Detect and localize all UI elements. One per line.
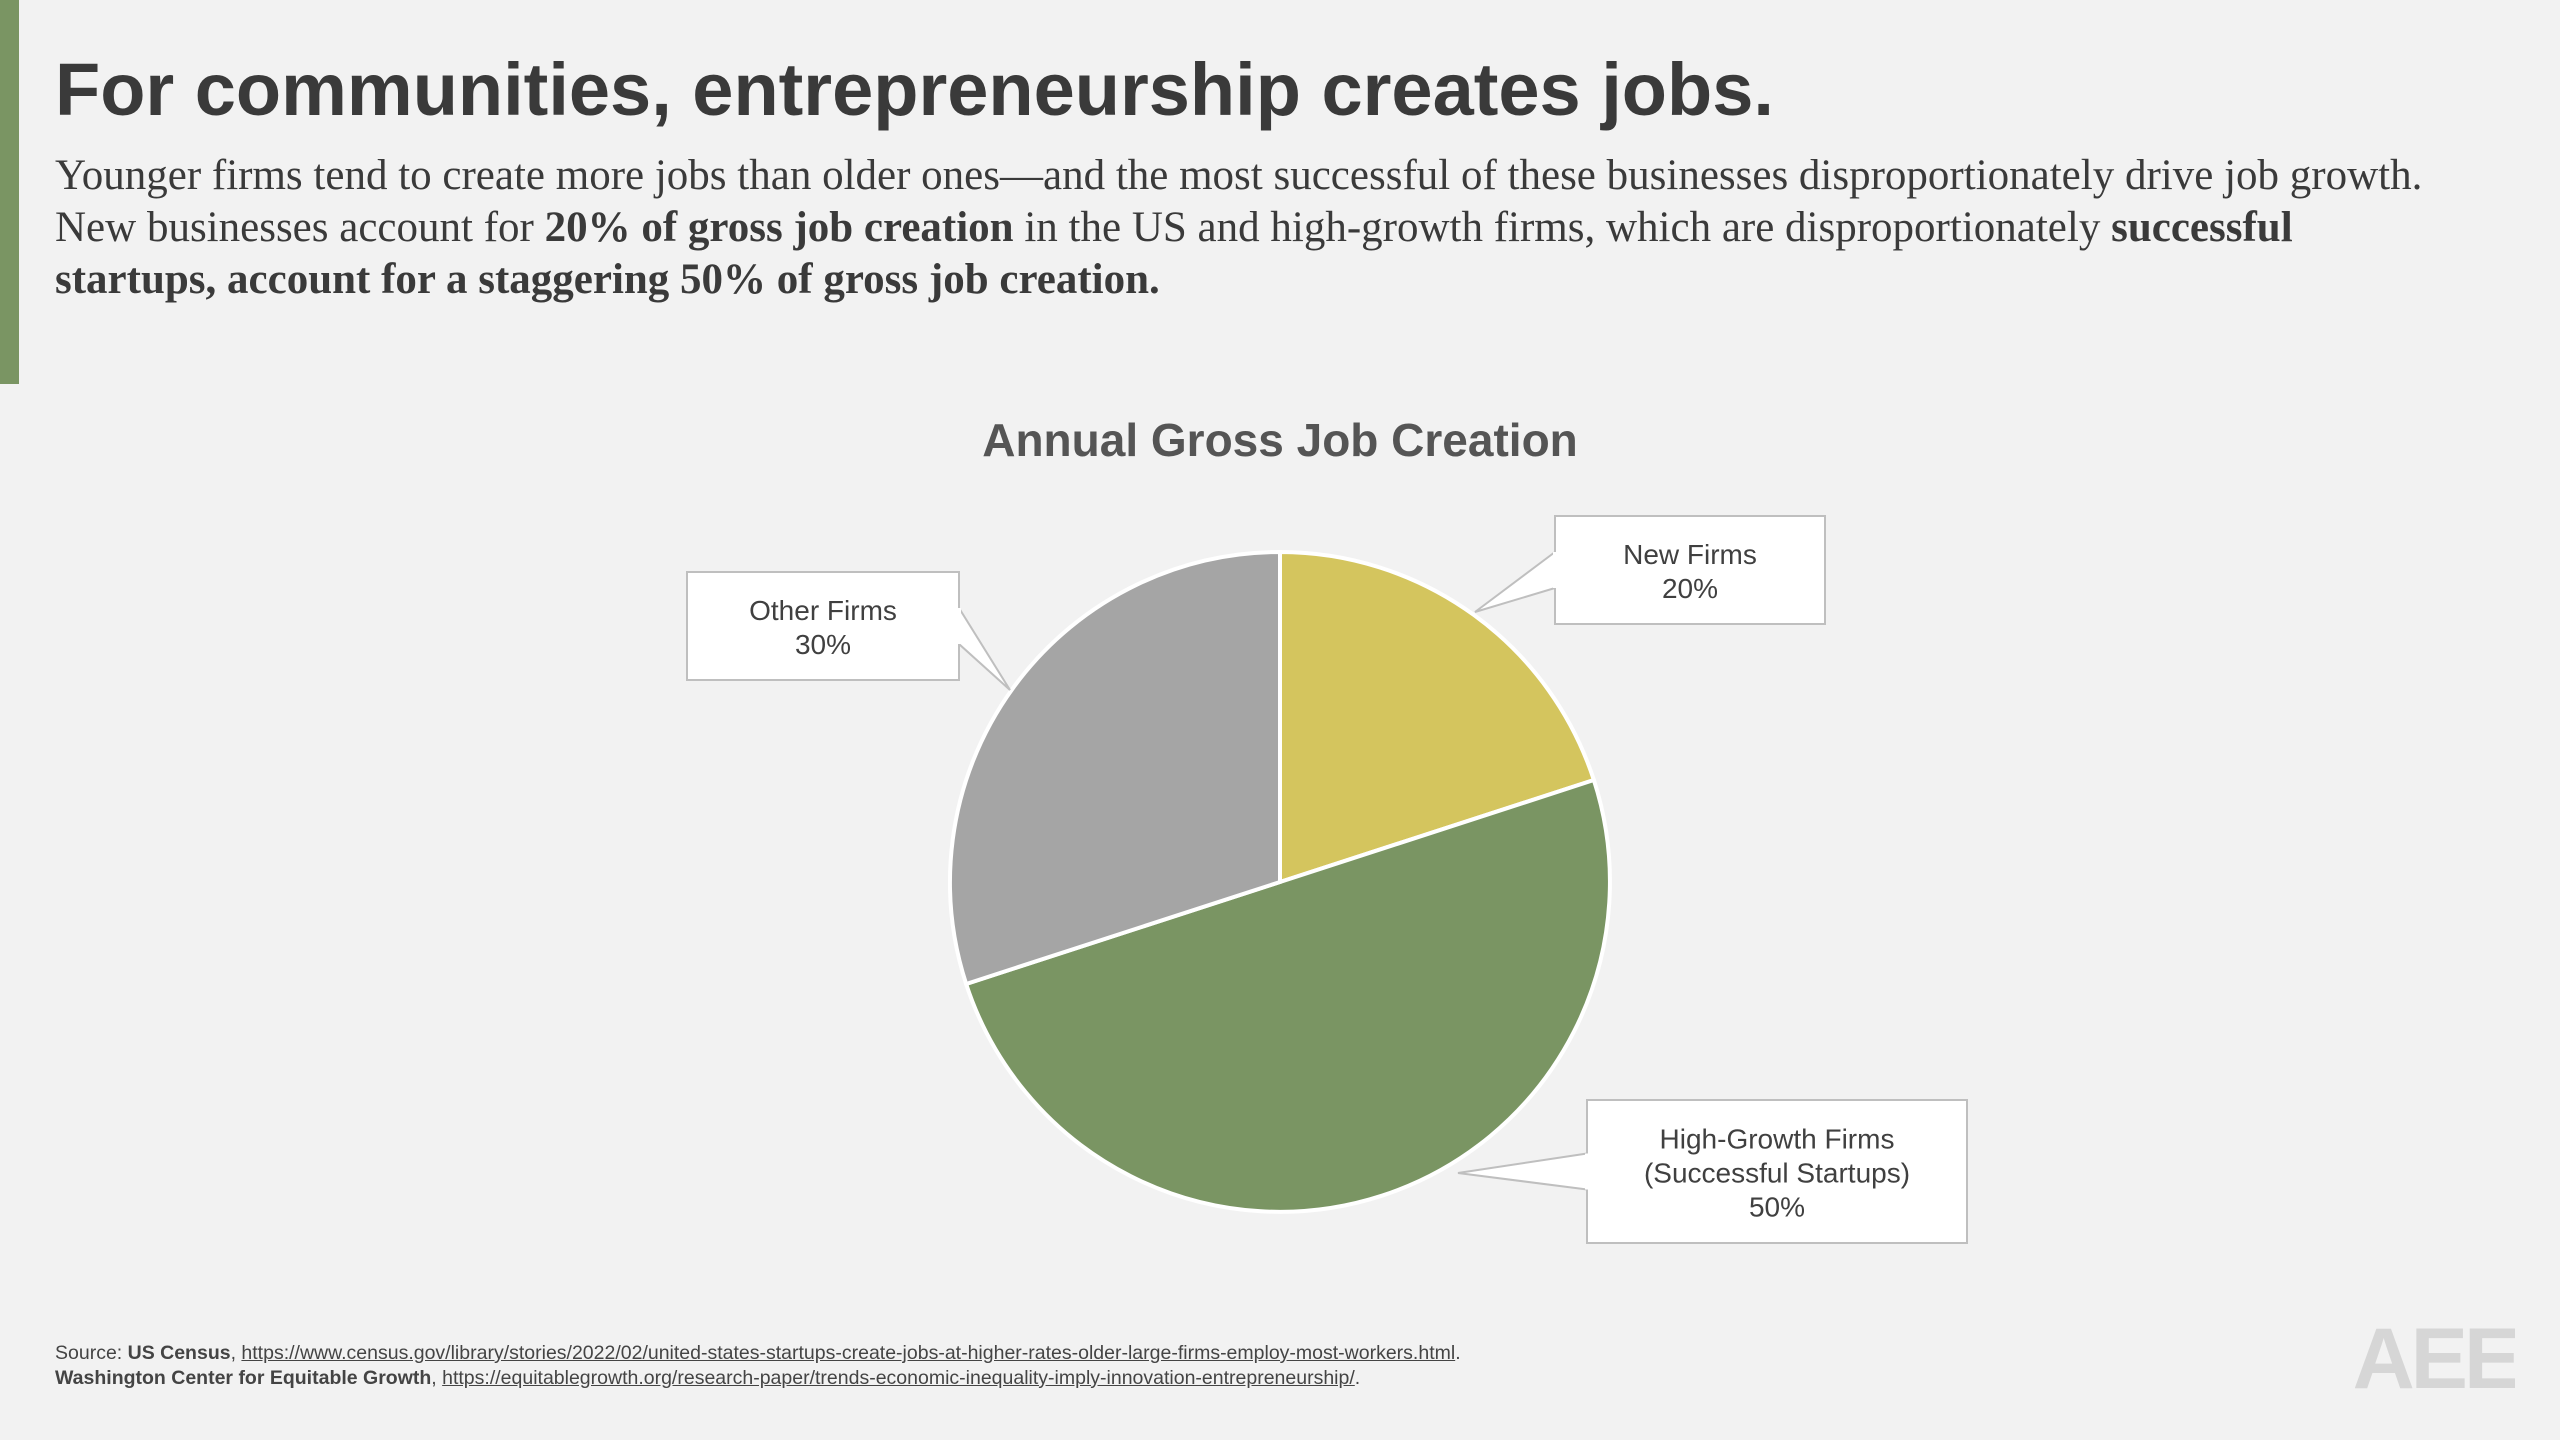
body-highlight-new-firms: 20% of gross job creation xyxy=(544,204,1014,251)
slice-name-label: (Successful Startups) xyxy=(1644,1158,1910,1189)
callout-box xyxy=(1586,1099,1968,1244)
body-text-part-1: Younger firms tend to create more jobs t… xyxy=(55,152,2423,251)
source-end: . xyxy=(1354,1367,1361,1389)
source-separator: . xyxy=(1455,1342,1461,1364)
callout-pointer xyxy=(1457,1152,1588,1191)
source-citation: Source: US Census, https://www.census.go… xyxy=(55,1341,1495,1391)
body-text-part-2: in the US and high-growth firms, which a… xyxy=(1013,204,2112,251)
aee-logo-text: AEE xyxy=(2355,1311,2515,1398)
pie-slices xyxy=(948,549,1612,1214)
pie-slice-other-firms xyxy=(948,549,1282,987)
slice-value-label: 20% xyxy=(1662,573,1718,604)
pie-slice-high-growth-firms-successful-startups xyxy=(963,777,1612,1214)
source-prefix: Source: xyxy=(55,1342,128,1364)
callout-box xyxy=(686,571,960,681)
slide-body-text: Younger firms tend to create more jobs t… xyxy=(55,150,2455,306)
body-highlight-high-growth: successful startups, account for a stagg… xyxy=(55,204,2293,303)
source-2-link[interactable]: https://equitablegrowth.org/research-pap… xyxy=(442,1367,1355,1389)
source-separator: , xyxy=(431,1367,443,1389)
callout-high-growth-firms-successful-startups: High-Growth Firms(Successful Startups)50… xyxy=(1457,1099,1968,1244)
callout-box xyxy=(1554,515,1826,625)
source-separator: , xyxy=(230,1342,242,1364)
pie-slice-new-firms xyxy=(1278,549,1597,885)
callout-pointer xyxy=(958,604,1011,691)
slice-value-label: 50% xyxy=(1749,1192,1805,1223)
source-2-name: Washington Center for Equitable Growth xyxy=(55,1367,432,1389)
slice-name-label: New Firms xyxy=(1623,539,1757,570)
chart-title: Annual Gross Job Creation xyxy=(982,414,1578,466)
source-1-name: US Census xyxy=(127,1342,231,1364)
callout-pointer xyxy=(1474,550,1556,613)
aee-logo: AEE xyxy=(2355,1311,2515,1398)
slice-name-label: High-Growth Firms xyxy=(1660,1124,1895,1155)
slide-title: For communities, entrepreneurship create… xyxy=(55,48,1774,131)
accent-bar xyxy=(0,0,19,384)
slice-name-label: Other Firms xyxy=(749,595,897,626)
slice-value-label: 30% xyxy=(795,629,851,660)
source-1-link[interactable]: https://www.census.gov/library/stories/2… xyxy=(241,1342,1456,1364)
